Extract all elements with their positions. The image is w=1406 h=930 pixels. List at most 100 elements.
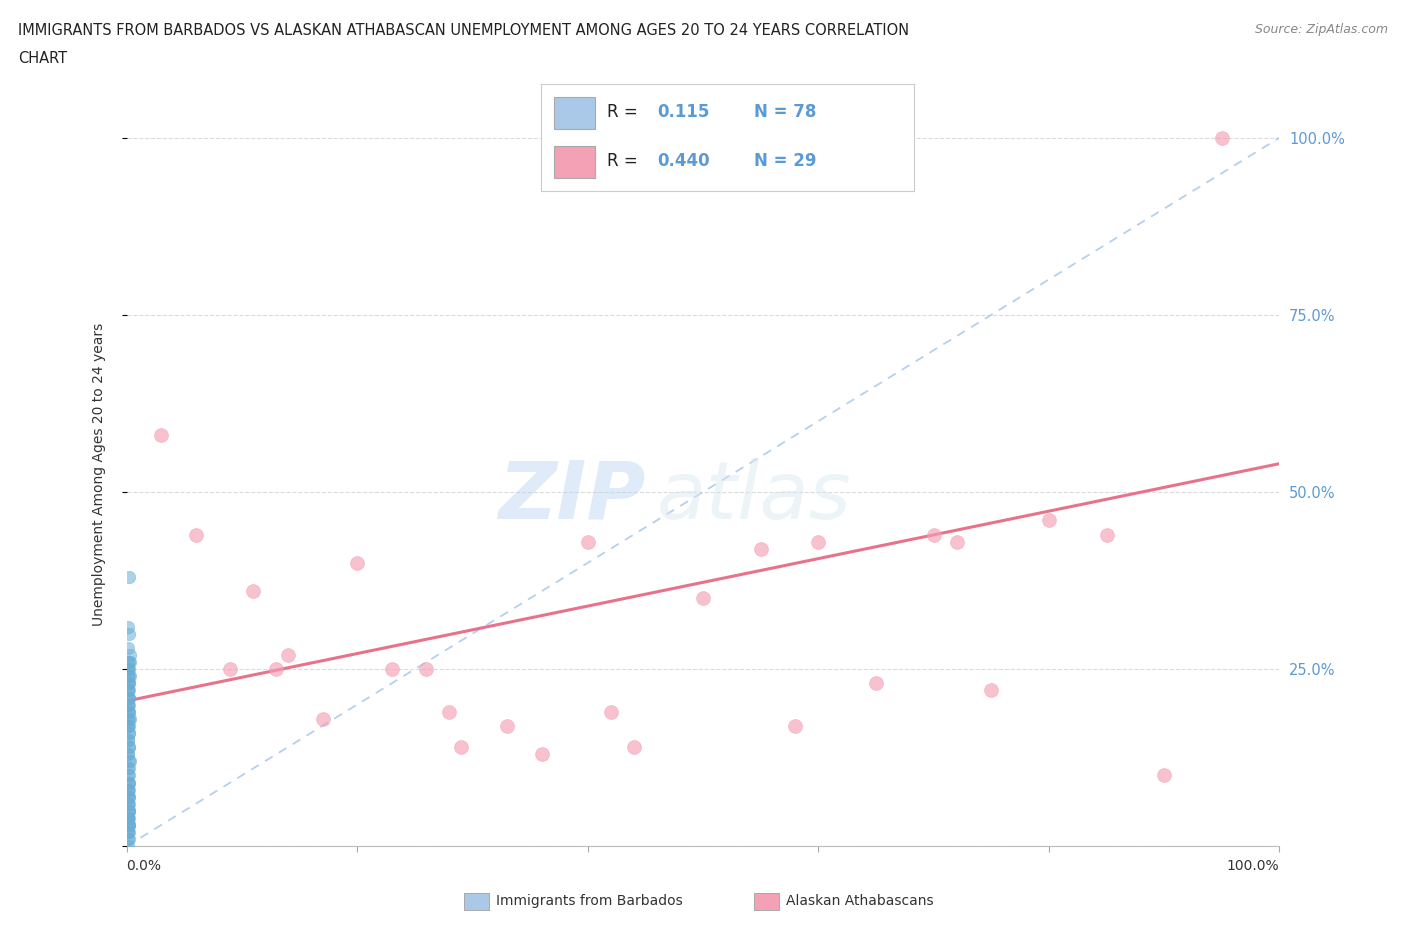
Point [118,690,141,705]
Point [945,534,967,549]
Text: 0.115: 0.115 [657,103,709,121]
Point [118,739,141,754]
Point [118,739,141,754]
Point [118,825,141,840]
Point [117,817,139,832]
Point [117,768,139,783]
Point [117,676,139,691]
Point [530,747,553,762]
FancyBboxPatch shape [554,146,595,178]
Point [117,825,139,840]
Point [184,527,207,542]
Point [117,655,139,670]
Point [242,584,264,599]
Point [118,676,141,691]
Point [118,704,141,719]
Point [865,676,887,691]
Point [118,711,141,726]
Point [117,733,139,748]
Point [118,761,141,776]
Point [118,676,141,691]
Point [599,704,621,719]
Point [118,647,141,662]
Point [118,817,141,832]
Point [117,718,139,733]
Point [118,704,141,719]
Point [381,662,404,677]
Point [623,739,645,754]
Point [980,683,1002,698]
Point [117,747,139,762]
Point [118,626,141,641]
Point [118,725,141,740]
Point [117,698,139,712]
Point [117,690,139,705]
Point [118,698,141,712]
Point [311,711,333,726]
Point [117,641,139,656]
Point [118,804,141,818]
Point [117,669,139,684]
Point [576,534,599,549]
Point [117,790,139,804]
Point [117,831,139,846]
Text: 0.0%: 0.0% [127,858,162,872]
Point [496,718,519,733]
Point [117,683,139,698]
Point [118,804,141,818]
Point [118,811,141,826]
Point [118,775,141,790]
Point [118,669,141,684]
Point [117,718,139,733]
Point [118,817,141,832]
Point [118,725,141,740]
Point [118,754,141,769]
Point [118,790,141,804]
Point [117,839,139,854]
Point [266,662,288,677]
Point [117,683,139,698]
Point [922,527,945,542]
Point [118,775,141,790]
Point [118,718,141,733]
Text: Immigrants from Barbados: Immigrants from Barbados [496,894,683,909]
Point [117,775,139,790]
Point [439,704,461,719]
Text: Alaskan Athabascans: Alaskan Athabascans [786,894,934,909]
Point [117,825,139,840]
Text: IMMIGRANTS FROM BARBADOS VS ALASKAN ATHABASCAN UNEMPLOYMENT AMONG AGES 20 TO 24 : IMMIGRANTS FROM BARBADOS VS ALASKAN ATHA… [18,23,910,38]
Point [117,761,139,776]
Point [118,790,141,804]
Text: R =: R = [606,103,637,121]
Point [117,796,139,811]
Point [118,796,141,811]
Point [118,754,141,769]
Point [118,683,141,698]
Point [117,796,139,811]
Text: ZIP: ZIP [498,458,645,536]
Point [692,591,714,605]
Point [118,768,141,783]
Point [117,782,139,797]
Point [118,655,141,670]
Point [1038,513,1060,528]
Point [117,662,139,677]
Point [118,804,141,818]
Point [117,811,139,826]
Point [785,718,807,733]
Point [118,817,141,832]
Point [415,662,437,677]
Text: R =: R = [606,153,637,170]
Point [118,655,141,670]
Point [118,831,141,846]
Point [117,811,139,826]
Text: atlas: atlas [657,458,852,536]
Point [1211,130,1233,145]
Point [118,711,141,726]
Point [807,534,830,549]
Point [117,619,139,634]
Point [118,569,141,584]
Point [117,711,139,726]
Point [749,541,772,556]
Text: N = 29: N = 29 [754,153,817,170]
